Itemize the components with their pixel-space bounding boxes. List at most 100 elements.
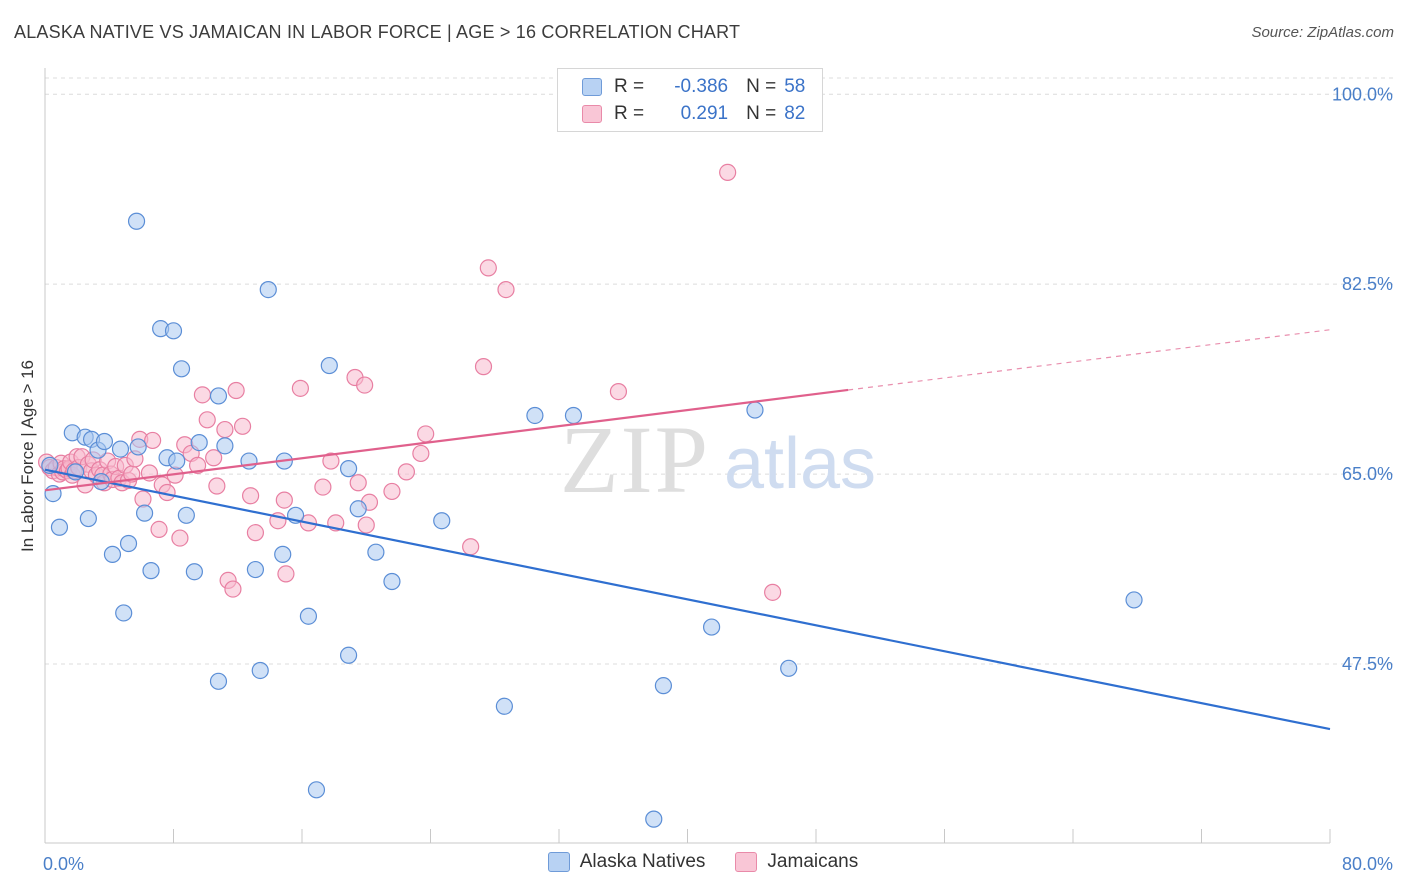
alaska-swatch bbox=[582, 78, 602, 96]
jamaican-point bbox=[479, 259, 497, 277]
jamaican-point bbox=[193, 386, 212, 404]
x-tick-label: 80.0% bbox=[1342, 854, 1393, 874]
r-label: R = bbox=[614, 76, 645, 97]
stats-row-jamaican: R = 0.291 N = 82 bbox=[582, 101, 805, 127]
alaska-native-point bbox=[164, 322, 183, 340]
jamaican-point bbox=[474, 358, 493, 376]
alaska-native-point bbox=[177, 506, 195, 524]
jamaican-point bbox=[397, 463, 416, 481]
n-label: N = bbox=[746, 76, 777, 97]
alaska-native-point bbox=[645, 810, 663, 828]
alaska-native-point bbox=[111, 440, 130, 458]
alaska-native-point bbox=[1125, 591, 1143, 609]
alaska-native-point bbox=[339, 646, 358, 664]
jamaican-point bbox=[246, 524, 265, 542]
r-value: 0.291 bbox=[680, 103, 729, 124]
y-tick-label: 82.5% bbox=[1342, 274, 1393, 294]
jamaican-swatch bbox=[582, 105, 602, 123]
legend-item-jamaican: Jamaicans bbox=[735, 851, 858, 873]
legend-item-alaska: Alaska Natives bbox=[547, 851, 706, 873]
alaska-native-point bbox=[216, 437, 234, 455]
alaska-native-point bbox=[433, 512, 451, 530]
jamaican-point bbox=[242, 487, 260, 505]
tick-labels: 100.0% 82.5% 65.0% 47.5% 0.0% 80.0% bbox=[43, 84, 1393, 874]
jamaican-point bbox=[144, 431, 162, 450]
alaska-native-point bbox=[654, 677, 673, 695]
alaska-native-point bbox=[209, 387, 228, 405]
r-label: R = bbox=[614, 103, 645, 124]
alaska-native-point bbox=[259, 280, 277, 299]
alaska-native-point bbox=[246, 560, 265, 579]
watermark-zip: ZIP bbox=[560, 406, 710, 513]
alaska-native-point bbox=[320, 356, 338, 375]
jamaican-point bbox=[322, 452, 340, 470]
jamaican-point bbox=[150, 520, 168, 539]
alaska-native-point bbox=[367, 543, 385, 561]
y-tick-label: 47.5% bbox=[1342, 654, 1393, 674]
alaska-native-point bbox=[103, 545, 122, 563]
jamaican-point bbox=[216, 420, 234, 439]
alaska-native-point bbox=[168, 452, 186, 470]
jamaican-point bbox=[291, 379, 309, 397]
alaska-native-point bbox=[135, 504, 154, 522]
y-tick-label: 100.0% bbox=[1332, 84, 1393, 104]
r-value: -0.386 bbox=[674, 76, 729, 97]
jamaican-point bbox=[462, 538, 480, 556]
jamaicans-points bbox=[38, 163, 782, 601]
alaska-native-point bbox=[129, 438, 147, 456]
stats-legend: R = -0.386 N = 58 R = 0.291 N = 82 bbox=[557, 68, 823, 132]
jamaican-point bbox=[764, 583, 782, 601]
alaska-native-point bbox=[142, 562, 160, 580]
alaska-native-point bbox=[95, 432, 114, 451]
alaska-native-point bbox=[190, 433, 208, 452]
alaska-native-point bbox=[339, 460, 358, 478]
x-tick-label: 0.0% bbox=[43, 854, 84, 874]
watermark: ZIP atlas bbox=[560, 406, 876, 513]
alaska-native-point bbox=[79, 509, 97, 528]
n-value: 58 bbox=[784, 76, 806, 97]
jamaican-point bbox=[171, 529, 189, 547]
alaska-native-point bbox=[50, 518, 69, 536]
jamaican-point bbox=[277, 565, 295, 583]
alaska-legend-swatch bbox=[547, 852, 570, 872]
jamaican-point bbox=[208, 477, 226, 495]
alaska-natives-points bbox=[41, 212, 1143, 828]
y-tick-label: 65.0% bbox=[1342, 464, 1393, 484]
jamaican-point bbox=[198, 411, 216, 429]
chart-title: ALASKA NATIVE VS JAMAICAN IN LABOR FORCE… bbox=[14, 22, 741, 42]
legend-label-alaska: Alaska Natives bbox=[579, 851, 706, 872]
trend-lines bbox=[44, 329, 1331, 731]
jamaican-point bbox=[233, 417, 252, 435]
jamaican-point bbox=[349, 474, 367, 492]
alaska-trend-line bbox=[44, 468, 1331, 731]
jamaican-point bbox=[224, 580, 242, 598]
alaska-native-point bbox=[495, 697, 513, 715]
jamaican-trend-extension bbox=[848, 329, 1331, 391]
jamaican-point bbox=[275, 491, 293, 509]
jamaican-point bbox=[314, 478, 332, 496]
alaska-native-point bbox=[251, 661, 269, 680]
source-credit: Source: ZipAtlas.com bbox=[1251, 24, 1394, 41]
gridlines bbox=[45, 77, 1395, 665]
jamaican-trend-line bbox=[44, 388, 849, 492]
alaska-native-point bbox=[127, 212, 146, 230]
alaska-native-point bbox=[307, 781, 326, 799]
jamaican-point bbox=[188, 456, 207, 474]
alaska-native-point bbox=[383, 572, 401, 591]
jamaican-point bbox=[609, 382, 628, 401]
alaska-native-point bbox=[564, 406, 583, 425]
jamaican-legend-swatch bbox=[735, 852, 758, 872]
alaska-native-point bbox=[119, 534, 138, 553]
series-legend: Alaska Natives Jamaicans bbox=[0, 851, 1406, 873]
jamaican-point bbox=[134, 490, 152, 508]
jamaican-point bbox=[383, 482, 401, 501]
alaska-native-point bbox=[209, 672, 228, 690]
jamaican-point bbox=[227, 381, 245, 400]
n-label: N = bbox=[746, 103, 777, 124]
alaska-native-point bbox=[702, 618, 721, 636]
alaska-native-point bbox=[115, 604, 133, 622]
alaska-native-point bbox=[746, 401, 764, 419]
jamaican-point bbox=[205, 449, 223, 467]
stats-row-alaska: R = -0.386 N = 58 bbox=[582, 74, 805, 100]
